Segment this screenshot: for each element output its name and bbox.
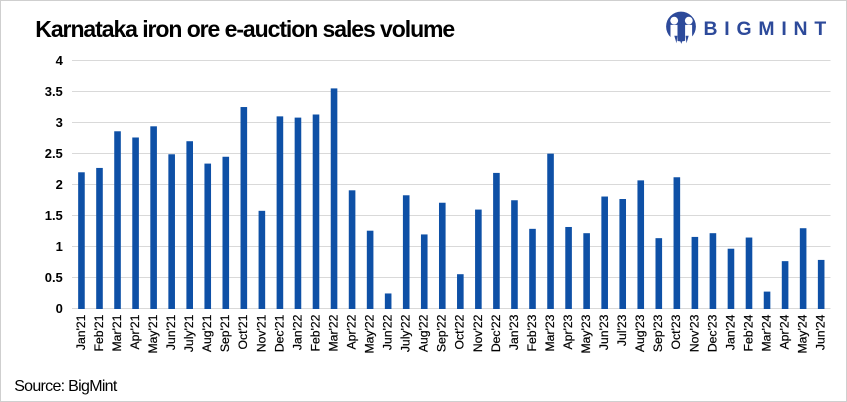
svg-text:May'22: May'22	[363, 314, 377, 353]
svg-text:Oct'21: Oct'21	[236, 314, 250, 349]
svg-text:3.5: 3.5	[45, 84, 63, 99]
svg-text:Dec'22: Dec'22	[489, 314, 503, 352]
svg-text:Feb'23: Feb'23	[525, 314, 539, 351]
svg-text:Apr'23: Apr'23	[561, 314, 575, 349]
svg-text:Jun'22: Jun'22	[381, 314, 395, 350]
svg-text:Mar'24: Mar'24	[759, 314, 773, 351]
svg-text:0: 0	[56, 301, 63, 316]
svg-text:Sep'21: Sep'21	[218, 314, 232, 352]
svg-text:1.5: 1.5	[45, 208, 63, 223]
svg-text:Jan'22: Jan'22	[290, 314, 304, 350]
svg-text:May'21: May'21	[146, 314, 160, 353]
svg-text:Mar'22: Mar'22	[326, 314, 340, 351]
svg-text:Nov'21: Nov'21	[254, 314, 268, 352]
svg-text:Feb'24: Feb'24	[741, 314, 755, 351]
svg-text:3: 3	[56, 115, 63, 130]
svg-text:Jan'21: Jan'21	[74, 314, 88, 350]
svg-text:Sep'22: Sep'22	[435, 314, 449, 352]
svg-text:Aug'23: Aug'23	[633, 314, 647, 352]
svg-text:Feb'22: Feb'22	[308, 314, 322, 351]
svg-text:Sep'23: Sep'23	[651, 314, 665, 352]
svg-text:BIGMINT: BIGMINT	[704, 18, 833, 40]
svg-text:Jun'24: Jun'24	[814, 314, 828, 350]
svg-text:Apr'22: Apr'22	[344, 314, 358, 349]
svg-text:May'23: May'23	[579, 314, 593, 353]
svg-text:Jul'23: Jul'23	[615, 314, 629, 346]
svg-text:May'24: May'24	[796, 314, 810, 353]
svg-text:Mar'23: Mar'23	[543, 314, 557, 351]
svg-text:Nov'22: Nov'22	[471, 314, 485, 352]
svg-text:4: 4	[56, 53, 64, 68]
svg-text:Jun'23: Jun'23	[597, 314, 611, 350]
svg-text:Jun'21: Jun'21	[164, 314, 178, 350]
svg-text:Karnataka iron ore e-auction s: Karnataka iron ore e-auction sales volum…	[35, 16, 454, 42]
svg-text:2: 2	[56, 177, 63, 192]
svg-text:2.5: 2.5	[45, 146, 63, 161]
svg-text:Mar'21: Mar'21	[110, 314, 124, 351]
svg-text:July'21: July'21	[182, 314, 196, 352]
svg-text:Jan'24: Jan'24	[723, 314, 737, 350]
svg-text:Dec'21: Dec'21	[272, 314, 286, 352]
svg-text:Oct'22: Oct'22	[453, 314, 467, 349]
svg-text:Oct'23: Oct'23	[669, 314, 683, 349]
svg-text:1: 1	[56, 239, 63, 254]
svg-text:Apr'21: Apr'21	[128, 314, 142, 349]
svg-text:Source: BigMint: Source: BigMint	[14, 378, 118, 395]
svg-text:Jan'23: Jan'23	[507, 314, 521, 350]
svg-text:Apr'24: Apr'24	[777, 314, 791, 349]
svg-text:Dec'23: Dec'23	[705, 314, 719, 352]
svg-text:0.5: 0.5	[45, 270, 63, 285]
svg-text:Aug'22: Aug'22	[417, 314, 431, 352]
svg-text:July'22: July'22	[399, 314, 413, 352]
svg-text:Aug'21: Aug'21	[200, 314, 214, 352]
svg-text:Nov'23: Nov'23	[687, 314, 701, 352]
svg-text:Feb'21: Feb'21	[92, 314, 106, 351]
